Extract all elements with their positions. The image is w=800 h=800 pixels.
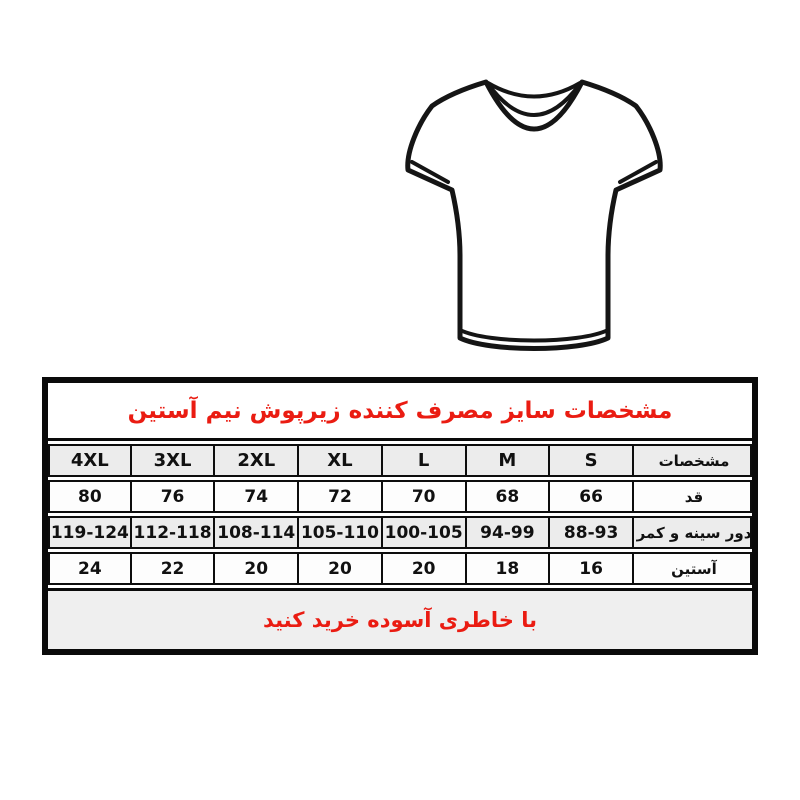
header-cell-4xl: 4XL xyxy=(48,444,132,477)
size-chart-title-bar: مشخصات سایز مصرف کننده زیرپوش نیم آستین xyxy=(48,383,752,441)
value-cell: 100-105 xyxy=(382,516,467,549)
footer-note: با خاطری آسوده خرید کنید xyxy=(262,608,537,632)
value-cell: 80 xyxy=(48,480,132,513)
value-cell: 76 xyxy=(131,480,216,513)
value-cell: 72 xyxy=(299,480,383,513)
value-cell: 16 xyxy=(550,552,634,585)
size-table: 4XL 3XL 2XL XL L M S مشخصات 80 76 74 72 … xyxy=(48,441,752,588)
row-label-sleeve: آستین xyxy=(634,552,752,585)
header-cell-specs: مشخصات xyxy=(634,444,752,477)
value-cell: 94-99 xyxy=(466,516,551,549)
value-cell: 74 xyxy=(215,480,300,513)
value-cell: 112-118 xyxy=(131,516,216,549)
value-cell: 20 xyxy=(299,552,383,585)
row-label-height: قد xyxy=(634,480,752,513)
value-cell: 119-124 xyxy=(48,516,132,549)
table-row-chest-waist: 119-124 112-118 108-114 105-110 100-105 … xyxy=(48,516,752,549)
value-cell: 22 xyxy=(131,552,216,585)
value-cell: 18 xyxy=(466,552,551,585)
table-row-sleeve: 24 22 20 20 20 18 16 آستین xyxy=(48,552,752,585)
tshirt-outline-icon xyxy=(405,79,663,351)
header-cell-2xl: 2XL xyxy=(215,444,300,477)
value-cell: 20 xyxy=(382,552,467,585)
row-label-chest-waist: دور سینه و کمر xyxy=(634,516,752,549)
header-cell-m: M xyxy=(466,444,551,477)
header-cell-l: L xyxy=(382,444,467,477)
value-cell: 24 xyxy=(48,552,132,585)
value-cell: 108-114 xyxy=(215,516,300,549)
size-chart-title: مشخصات سایز مصرف کننده زیرپوش نیم آستین xyxy=(127,397,673,424)
value-cell: 20 xyxy=(215,552,300,585)
value-cell: 70 xyxy=(382,480,467,513)
size-table-header-row: 4XL 3XL 2XL XL L M S مشخصات xyxy=(48,444,752,477)
header-cell-s: S xyxy=(550,444,634,477)
value-cell: 66 xyxy=(550,480,634,513)
header-cell-xl: XL xyxy=(299,444,383,477)
table-row-height: 80 76 74 72 70 68 66 قد xyxy=(48,480,752,513)
footer-note-bar: با خاطری آسوده خرید کنید xyxy=(48,588,752,649)
value-cell: 68 xyxy=(466,480,551,513)
size-chart-box: مشخصات سایز مصرف کننده زیرپوش نیم آستین … xyxy=(42,377,758,655)
value-cell: 88-93 xyxy=(550,516,634,549)
header-cell-3xl: 3XL xyxy=(131,444,216,477)
value-cell: 105-110 xyxy=(299,516,383,549)
